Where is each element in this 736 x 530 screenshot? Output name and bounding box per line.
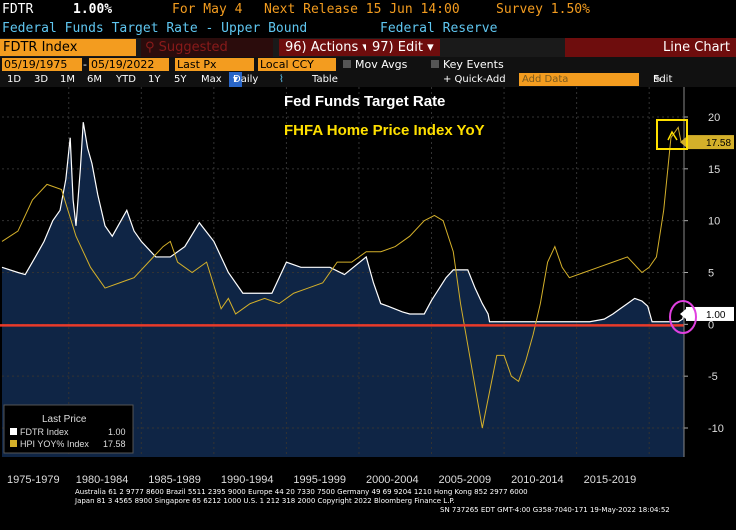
y-tick-label-6: -10 xyxy=(708,423,724,435)
suggested-charts-button[interactable]: ⚲ Suggested Charts xyxy=(141,38,273,74)
table-button[interactable]: Table xyxy=(312,74,338,85)
legend-fdtr-value: 1.00 xyxy=(108,427,126,437)
legend-box xyxy=(3,404,134,454)
chart-subtitle: FHFA Home Price Index YoY xyxy=(284,122,485,139)
fdtr-area-fill xyxy=(2,122,684,457)
x-tick-label: 1975-1979 xyxy=(7,474,60,486)
price-field-select[interactable]: Last Px xyxy=(175,58,254,71)
main-toolbar: FDTR Index ⚲ Suggested Charts 96) Action… xyxy=(0,38,736,74)
chart-title: Fed Funds Target Rate xyxy=(284,93,445,110)
chart-icon: ⚲ xyxy=(145,40,159,55)
x-tick-label: 1980-1984 xyxy=(75,474,129,486)
hpi-series-line xyxy=(1,126,682,429)
range-max[interactable]: Max xyxy=(201,74,222,85)
legend-title: Last Price xyxy=(42,414,87,425)
security-description: Federal Funds Target Rate - Upper Bound xyxy=(2,21,308,36)
next-release-label: Next Release 15 Jun 14:00 xyxy=(264,2,460,17)
legend-hpi-name: HPI YOY% Index xyxy=(20,439,89,449)
y-tick-label-4: 0 xyxy=(708,319,714,331)
range-3d[interactable]: 3D xyxy=(34,74,49,85)
hpi-last-value-badge xyxy=(686,135,734,150)
x-tick-label: 2010-2014 xyxy=(511,474,564,486)
x-axis: 1975-1979 1980-1984 1985-1989 1990-1994 1995… xyxy=(0,457,736,486)
security-input[interactable]: FDTR Index xyxy=(0,39,136,56)
add-data-input[interactable]: Add Data xyxy=(519,73,639,86)
fdtr-last-value-badge xyxy=(686,306,734,321)
chart-type-label: Line Chart xyxy=(565,38,736,57)
range-ytd[interactable]: YTD xyxy=(116,74,136,85)
security-header: FDTR 1.00% For May 4 Next Release 15 Jun… xyxy=(0,0,736,20)
y-tick-label-5: -5 xyxy=(708,371,718,383)
footer-contacts-line2: Japan 81 3 4565 8900 Singapore 65 6212 1… xyxy=(75,497,455,505)
checkbox-icon xyxy=(431,60,439,68)
legend-hpi-swatch xyxy=(10,440,17,447)
last-value: 1.00% xyxy=(73,2,113,17)
fdtr-badge-pointer xyxy=(680,308,686,319)
legend-fdtr-name: FDTR Index xyxy=(20,427,69,437)
mov-avgs-toggle[interactable]: Mov Avgs xyxy=(343,58,407,71)
date-separator: - xyxy=(83,58,87,71)
x-tick-label: 2005-2009 xyxy=(438,474,492,486)
y-tick-label-3: 5 xyxy=(708,268,714,280)
ticker-label: FDTR xyxy=(2,2,34,17)
quick-add-button[interactable]: + Quick-Add xyxy=(443,74,506,85)
start-date-input[interactable]: 05/19/1975 xyxy=(2,58,82,71)
checkbox-icon xyxy=(343,60,351,68)
x-tick-label: 2015-2019 xyxy=(583,474,637,486)
y-tick-label-2: 10 xyxy=(708,216,720,228)
description-row: Federal Funds Target Rate - Upper Bound … xyxy=(0,20,736,38)
fdtr-last-value-text: 1.00 xyxy=(706,310,726,321)
y-tick-label-0: 20 xyxy=(708,112,720,124)
footer-timestamp: SN 737265 EDT GMT-4:00 G358-7040-171 19-… xyxy=(440,506,670,514)
highlight-box-annotation xyxy=(656,119,688,150)
hpi-badge-pointer xyxy=(680,137,686,148)
range-6m[interactable]: 6M xyxy=(87,74,102,85)
footer-contacts-line1: Australia 61 2 9777 8600 Brazil 5511 239… xyxy=(75,488,528,496)
pencil-icon: ✎ xyxy=(653,74,662,85)
source-label: Federal Reserve xyxy=(380,21,498,36)
x-tick-label: 2000-2004 xyxy=(365,474,419,486)
line-chart[interactable]: 20 15 10 5 0 -5 -10 17.58 1.00 Fed Funds Target R… xyxy=(0,87,736,457)
currency-select[interactable]: Local CCY xyxy=(258,58,336,71)
range-1d[interactable]: 1D xyxy=(7,74,22,85)
x-tick-label: 1990-1994 xyxy=(220,474,274,486)
x-tick-label: 1985-1989 xyxy=(148,474,201,486)
edit-menu[interactable]: 97) Edit ▾ xyxy=(366,39,440,56)
fdtr-series-line xyxy=(1,122,685,323)
survey-label: Survey 1.50% xyxy=(496,2,590,17)
footer: Australia 61 2 9777 8600 Brazil 5511 239… xyxy=(0,484,736,530)
actions-menu[interactable]: 96) Actions ▾ xyxy=(279,39,375,56)
x-tick-label: 1995-1999 xyxy=(293,474,347,486)
y-tick-label-1: 15 xyxy=(708,164,720,176)
highlight-circle-annotation xyxy=(669,300,697,334)
hpi-last-value-text: 17.58 xyxy=(706,138,731,149)
range-1y[interactable]: 1Y xyxy=(148,74,161,85)
for-date-label: For May 4 xyxy=(172,2,243,17)
range-5y[interactable]: 5Y xyxy=(174,74,187,85)
end-date-input[interactable]: 05/19/2022 xyxy=(89,58,169,71)
legend-fdtr-swatch xyxy=(10,428,17,435)
range-controls: 1D 3D 1M 6M YTD 1Y 5Y Max Daily ▾ ⌇ Tabl… xyxy=(0,72,736,100)
frequency-select[interactable]: Daily ▾ xyxy=(229,72,258,87)
peak-marker-annotation xyxy=(667,130,678,141)
date-controls: 05/19/1975 - 05/19/2022 Last Px Local CC… xyxy=(0,57,736,72)
range-1m[interactable]: 1M xyxy=(60,74,75,85)
key-events-toggle[interactable]: Key Events xyxy=(431,58,504,71)
dropdown-icon: ▾ xyxy=(362,40,369,55)
legend-hpi-value: 17.58 xyxy=(103,439,126,449)
line-chart-icon[interactable]: ⌇ xyxy=(279,74,284,85)
dropdown-icon: ▾ xyxy=(427,40,434,55)
